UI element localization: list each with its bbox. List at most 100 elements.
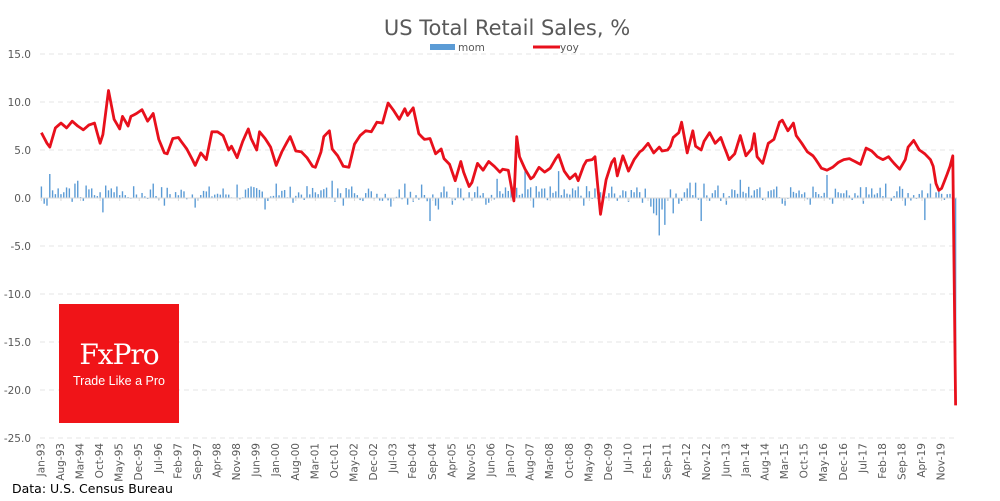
mom-bar: [569, 194, 571, 198]
mom-bar: [395, 196, 398, 198]
mom-bar: [770, 190, 772, 198]
x-tick-label: Feb-97: [172, 443, 184, 479]
y-axis-ticks: 15.0 10.0 5.0 0.0 -5.0 -10.0 -15.0 -20.0 -25.0: [4, 49, 31, 445]
mom-bar: [921, 190, 923, 198]
mom-bar: [641, 198, 644, 203]
x-tick-label: Jul-10: [623, 443, 635, 474]
mom-bar: [149, 189, 152, 198]
mom-bar: [51, 190, 54, 198]
mom-bar: [398, 189, 400, 198]
mom-bar: [250, 186, 252, 198]
mom-bar: [253, 187, 255, 198]
mom-bar: [546, 198, 549, 201]
mom-bar: [834, 188, 837, 198]
mom-bar: [669, 189, 672, 198]
mom-bar: [585, 186, 588, 198]
mom-bar: [775, 186, 778, 198]
mom-bar: [873, 194, 876, 198]
mom-bar: [918, 193, 920, 198]
mom-bar: [703, 183, 705, 198]
x-tick-label: Mar-15: [779, 443, 791, 479]
y-tick-label: 5.0: [14, 145, 31, 157]
mom-bar: [725, 198, 728, 205]
mom-bar: [337, 188, 339, 198]
mom-bar: [359, 198, 361, 201]
mom-bar: [297, 192, 300, 198]
mom-bar: [113, 192, 115, 198]
mom-bar: [63, 192, 65, 198]
mom-bar: [370, 191, 372, 198]
x-tick-label: Apr-12: [681, 443, 693, 478]
mom-bar: [809, 198, 811, 205]
mom-bar: [711, 193, 714, 198]
mom-bar: [750, 195, 753, 198]
mom-bar: [700, 198, 702, 222]
mom-bar: [893, 195, 895, 198]
x-tick-label: May-95: [114, 443, 126, 482]
mom-bar: [652, 198, 655, 214]
mom-bar: [88, 189, 90, 198]
mom-bar: [225, 194, 227, 198]
x-tick-label: Dec-02: [368, 443, 380, 480]
mom-bar: [829, 198, 831, 200]
mom-bar: [876, 193, 879, 198]
mom-bar: [91, 188, 93, 198]
mom-bar: [611, 186, 613, 198]
mom-bar: [706, 195, 708, 198]
mom-bar: [577, 186, 579, 198]
mom-bar: [362, 198, 364, 202]
x-tick-label: Aug-07: [525, 443, 537, 481]
mom-bar: [146, 198, 149, 200]
mom-bar: [267, 198, 269, 201]
mom-bar: [317, 194, 319, 198]
mom-bar: [289, 186, 291, 198]
mom-bar: [708, 198, 711, 201]
mom-bar: [281, 190, 283, 198]
mom-bar: [200, 195, 202, 198]
mom-bar: [309, 194, 311, 198]
mom-bar: [515, 187, 518, 198]
mom-bar: [194, 198, 196, 208]
x-tick-label: Oct-94: [94, 443, 106, 479]
mom-bar: [43, 198, 45, 204]
mom-bar: [85, 185, 87, 198]
mom-bar: [722, 193, 725, 198]
mom-bar: [429, 198, 431, 222]
mom-bar: [247, 188, 249, 198]
mom-bar: [141, 192, 143, 198]
mom-bar: [152, 183, 154, 198]
mom-bar: [664, 198, 666, 225]
mom-bar: [837, 192, 839, 198]
mom-bar: [222, 188, 224, 198]
mom-bar: [753, 190, 756, 198]
y-tick-label: -5.0: [11, 241, 32, 253]
mom-bars: [40, 171, 957, 356]
mom-bar: [538, 191, 540, 198]
mom-bar: [496, 178, 498, 198]
mom-bar: [789, 187, 792, 198]
mom-bar: [549, 186, 551, 198]
mom-bar: [898, 186, 901, 198]
x-tick-label: Dec-16: [838, 443, 850, 481]
mom-bar: [163, 198, 166, 206]
mom-bar: [365, 193, 367, 198]
mom-bar: [879, 187, 881, 198]
x-tick-label: Jun-99: [251, 443, 263, 478]
mom-bar: [636, 187, 638, 198]
mom-bar: [387, 198, 389, 201]
mom-bar: [82, 198, 85, 201]
mom-bar: [831, 198, 834, 204]
mom-bar: [781, 198, 783, 204]
x-tick-label: Jan-14: [740, 443, 752, 478]
mom-bar: [896, 191, 898, 198]
mom-bar: [714, 190, 716, 198]
mom-bar: [524, 171, 526, 198]
mom-bar: [761, 198, 764, 201]
mom-bar: [275, 183, 277, 198]
mom-bar: [812, 186, 814, 198]
mom-bar: [507, 190, 509, 198]
mom-bar: [871, 188, 873, 198]
x-tick-label: Oct-01: [329, 443, 341, 478]
mom-bar: [54, 194, 57, 198]
mom-bar: [748, 186, 750, 198]
